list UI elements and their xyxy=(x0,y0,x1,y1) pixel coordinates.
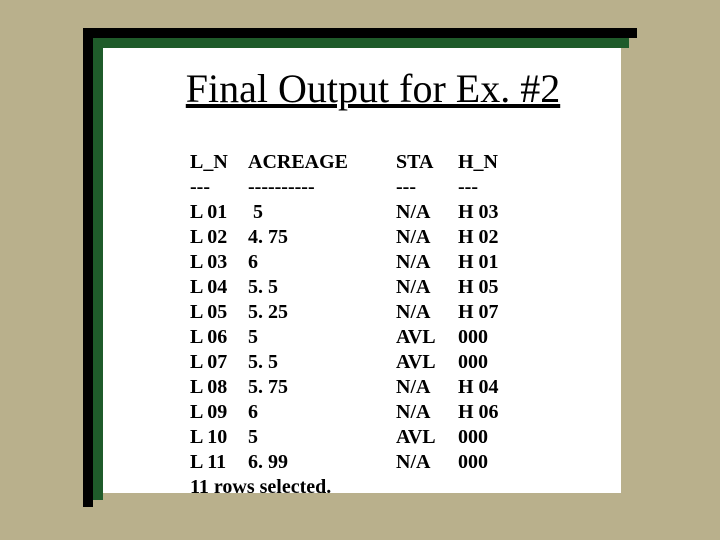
table-cell: N/A xyxy=(396,400,458,425)
table-cell: N/A xyxy=(396,225,458,250)
table-cell: 000 xyxy=(458,325,518,350)
table-cell: 6 xyxy=(248,400,396,425)
table-cell: H 01 xyxy=(458,250,518,275)
footer-text: 11 rows selected. xyxy=(190,475,331,500)
table-cell: H 05 xyxy=(458,275,518,300)
table-cell: L 07 xyxy=(190,350,248,375)
table-cell: L 08 xyxy=(190,375,248,400)
table-row: L 024. 75N/AH 02 xyxy=(190,225,518,250)
divider-cell: --- xyxy=(458,175,518,200)
col-header: H_N xyxy=(458,150,518,175)
table-cell: 5. 5 xyxy=(248,350,396,375)
table-cell: L 05 xyxy=(190,300,248,325)
table-rows: L 01 5N/AH 03L 024. 75N/AH 02L 036N/AH 0… xyxy=(190,200,518,475)
table-divider-row: --- ---------- --- --- xyxy=(190,175,518,200)
table-cell: 5 xyxy=(248,425,396,450)
table-cell: AVL xyxy=(396,325,458,350)
table-row: L 065AVL000 xyxy=(190,325,518,350)
table-cell: 6 xyxy=(248,250,396,275)
table-cell: L 06 xyxy=(190,325,248,350)
table-row: L 075. 5AVL000 xyxy=(190,350,518,375)
table-row: L 055. 25N/AH 07 xyxy=(190,300,518,325)
table-cell: AVL xyxy=(396,425,458,450)
table-cell: N/A xyxy=(396,375,458,400)
table-cell: 6. 99 xyxy=(248,450,396,475)
title-container: Final Output for Ex. #2 xyxy=(118,60,628,116)
divider-cell: --- xyxy=(396,175,458,200)
table-row: L 105AVL000 xyxy=(190,425,518,450)
frame-left-outer xyxy=(83,28,93,507)
table-cell: N/A xyxy=(396,300,458,325)
col-header: ACREAGE xyxy=(248,150,396,175)
col-header: L_N xyxy=(190,150,248,175)
table-cell: H 06 xyxy=(458,400,518,425)
frame-left-mid xyxy=(93,38,103,500)
divider-cell: --- xyxy=(190,175,248,200)
table-cell: 5. 75 xyxy=(248,375,396,400)
table-header-row: L_N ACREAGE STA H_N xyxy=(190,150,518,175)
frame-top-mid xyxy=(93,38,629,48)
table-cell: L 09 xyxy=(190,400,248,425)
slide: Final Output for Ex. #2 L_N ACREAGE STA … xyxy=(0,0,720,540)
table-row: L 096N/AH 06 xyxy=(190,400,518,425)
table-cell: 4. 75 xyxy=(248,225,396,250)
table-row: L 036N/AH 01 xyxy=(190,250,518,275)
table-cell: 5 xyxy=(248,200,396,225)
col-header: STA xyxy=(396,150,458,175)
table-row: L 085. 75N/AH 04 xyxy=(190,375,518,400)
table-cell: N/A xyxy=(396,275,458,300)
table-cell: L 11 xyxy=(190,450,248,475)
table-cell: H 07 xyxy=(458,300,518,325)
page-title: Final Output for Ex. #2 xyxy=(186,65,560,112)
table-row: L 01 5N/AH 03 xyxy=(190,200,518,225)
rows-selected-footer: 11 rows selected. xyxy=(190,475,518,500)
table-cell: L 03 xyxy=(190,250,248,275)
table-cell: H 04 xyxy=(458,375,518,400)
output-table: L_N ACREAGE STA H_N --- ---------- --- -… xyxy=(190,150,518,500)
table-cell: H 02 xyxy=(458,225,518,250)
table-cell: L 01 xyxy=(190,200,248,225)
table-cell: 000 xyxy=(458,350,518,375)
frame-top-outer xyxy=(83,28,637,38)
table-row: L 045. 5N/AH 05 xyxy=(190,275,518,300)
table-cell: N/A xyxy=(396,250,458,275)
divider-cell: ---------- xyxy=(248,175,396,200)
table-cell: 5 xyxy=(248,325,396,350)
table-cell: H 03 xyxy=(458,200,518,225)
table-cell: L 10 xyxy=(190,425,248,450)
table-cell: L 02 xyxy=(190,225,248,250)
table-cell: 000 xyxy=(458,450,518,475)
table-row: L 116. 99N/A000 xyxy=(190,450,518,475)
table-cell: AVL xyxy=(396,350,458,375)
table-cell: 5. 25 xyxy=(248,300,396,325)
table-cell: N/A xyxy=(396,200,458,225)
table-cell: L 04 xyxy=(190,275,248,300)
table-cell: 5. 5 xyxy=(248,275,396,300)
table-cell: 000 xyxy=(458,425,518,450)
table-cell: N/A xyxy=(396,450,458,475)
